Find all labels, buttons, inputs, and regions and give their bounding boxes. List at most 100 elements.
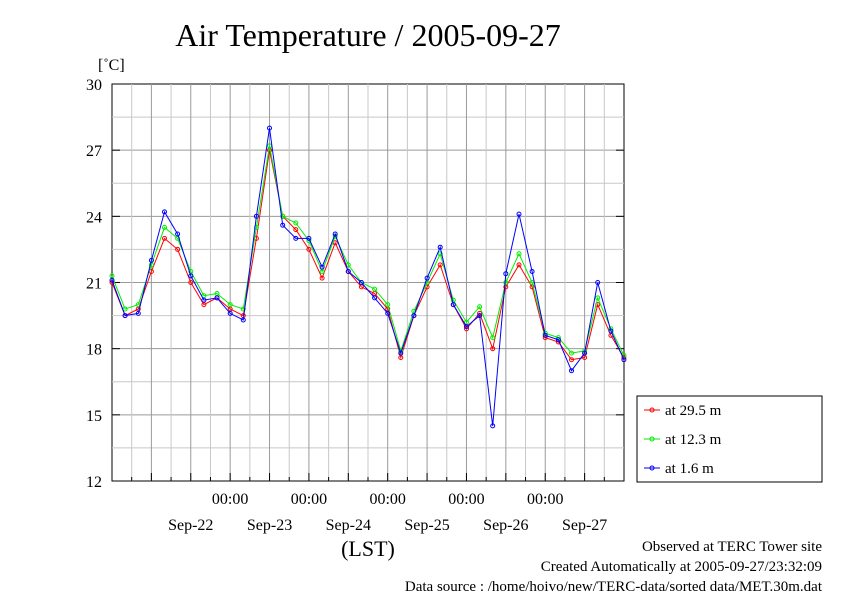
- footer-observed: Observed at TERC Tower site: [642, 539, 822, 555]
- series-point: [332, 231, 338, 237]
- series-point: [253, 224, 259, 230]
- x-date-label: Sep-27: [562, 517, 607, 534]
- series-point: [358, 280, 364, 285]
- series-point: [293, 235, 299, 241]
- axis-label-layer: 12 15 18 21 24 27 30 00:00 00:00 00:00 00:00 00:00 S…: [86, 77, 607, 534]
- y-tick-label: 24: [86, 209, 102, 226]
- series-point: [227, 302, 233, 308]
- grid-layer: [112, 84, 624, 481]
- y-tick-label: 30: [86, 77, 102, 94]
- series-point: [162, 209, 167, 215]
- x-date-label: Sep-24: [326, 517, 371, 534]
- series-point: [306, 246, 312, 252]
- series-point: [516, 262, 522, 268]
- series-point: [188, 280, 194, 285]
- y-tick-label: 27: [86, 143, 102, 160]
- series-point: [411, 313, 417, 319]
- series-point: [595, 280, 601, 285]
- series-point: [503, 271, 509, 277]
- legend-marker: [649, 407, 655, 413]
- series-point: [214, 295, 220, 301]
- series-point: [319, 264, 325, 270]
- series-point: [240, 306, 246, 312]
- series-point: [201, 297, 207, 303]
- series-point: [385, 310, 391, 316]
- series-point: [122, 313, 128, 319]
- series-point: [372, 295, 378, 301]
- series-point: [385, 302, 391, 308]
- series-point: [477, 304, 483, 310]
- tick-layer: [112, 83, 624, 482]
- series-point: [372, 286, 378, 292]
- series-point: [280, 222, 286, 228]
- series-point: [569, 368, 574, 374]
- x-time-tick-label: 00:00: [212, 491, 248, 508]
- legend-label: at 29.5 m: [665, 403, 722, 419]
- x-date-label: Sep-23: [247, 517, 292, 534]
- y-tick-label: 18: [86, 342, 102, 359]
- footer-created: Created Automatically at 2005-09-27/23:3…: [541, 559, 822, 575]
- x-date-label: Sep-26: [483, 517, 528, 534]
- series-point: [621, 357, 627, 363]
- series-point: [188, 273, 194, 279]
- series-point: [109, 277, 115, 283]
- series-point: [490, 335, 496, 341]
- legend-marker: [649, 436, 655, 442]
- series-point: [175, 246, 181, 252]
- series-line: [111, 145, 625, 356]
- series-point: [490, 346, 496, 352]
- series-point: [162, 224, 167, 230]
- x-date-label: Sep-22: [168, 517, 213, 534]
- y-tick-label: 12: [86, 474, 102, 491]
- series-line: [111, 128, 625, 426]
- series-point: [293, 227, 299, 233]
- x-time-tick-label: 00:00: [369, 491, 405, 508]
- series-point: [569, 350, 574, 356]
- series-point: [175, 231, 181, 237]
- series-point: [280, 213, 286, 219]
- series-point: [516, 211, 522, 217]
- series-point: [319, 275, 325, 281]
- x-time-tick-label: 00:00: [291, 491, 327, 508]
- series-point: [450, 302, 456, 308]
- y-axis-unit-label: [˚C]: [98, 57, 125, 74]
- series-point: [267, 125, 272, 131]
- legend-label: at 12.3 m: [665, 432, 722, 448]
- series-point: [595, 295, 601, 301]
- series-point: [503, 280, 509, 285]
- series-point: [240, 317, 246, 323]
- legend-label: at 1.6 m: [665, 461, 714, 477]
- series-point: [293, 220, 299, 226]
- series-point: [542, 332, 548, 338]
- series-point: [345, 269, 351, 274]
- series-point: [555, 337, 561, 343]
- series-point: [398, 350, 404, 356]
- series-point: [529, 269, 535, 274]
- legend: at 29.5 m at 12.3 m at 1.6 m: [636, 395, 823, 483]
- x-axis-unit-label: (LST): [341, 536, 395, 561]
- series-point: [437, 262, 443, 268]
- chart-title: Air Temperature / 2005-09-27: [175, 17, 561, 53]
- series-point: [253, 213, 259, 219]
- x-date-label: Sep-25: [404, 517, 449, 534]
- y-tick-label: 21: [86, 276, 102, 293]
- series-point: [424, 275, 430, 281]
- series-point: [135, 310, 141, 316]
- series-point: [582, 350, 588, 356]
- series-point: [306, 235, 312, 241]
- series-point: [477, 313, 483, 319]
- series-point: [464, 324, 469, 330]
- series-point: [516, 251, 522, 257]
- series-point: [608, 328, 614, 334]
- footer-source: Data source : /home/hoivo/new/TERC-data/…: [405, 579, 823, 595]
- series-point: [569, 357, 574, 363]
- series-point: [162, 235, 167, 241]
- x-time-tick-label: 00:00: [448, 491, 484, 508]
- series-point: [148, 257, 154, 263]
- series-point: [227, 310, 233, 316]
- series-point: [437, 244, 443, 250]
- legend-box: [636, 395, 823, 483]
- y-tick-label: 15: [86, 408, 102, 425]
- series-point: [490, 423, 496, 429]
